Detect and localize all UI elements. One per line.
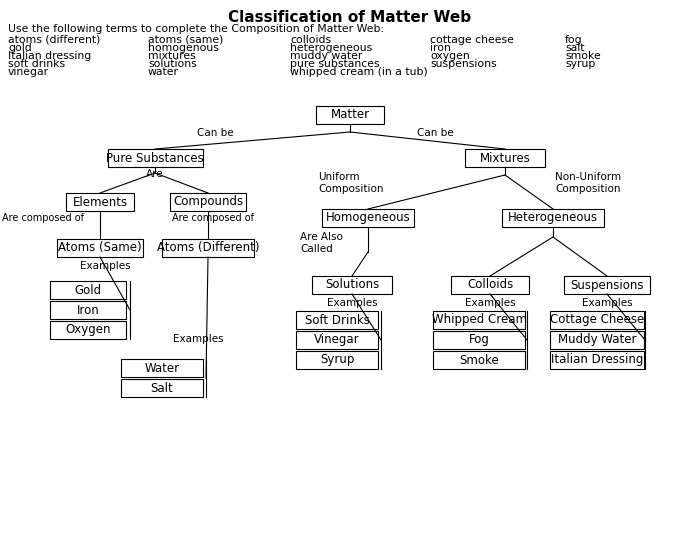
Text: Muddy Water: Muddy Water (558, 334, 636, 346)
FancyBboxPatch shape (550, 351, 644, 369)
Text: Homogeneous: Homogeneous (326, 211, 410, 224)
Text: syrup: syrup (565, 59, 596, 69)
Text: Vinegar: Vinegar (314, 334, 360, 346)
FancyBboxPatch shape (296, 331, 378, 349)
FancyBboxPatch shape (433, 311, 525, 329)
Text: iron: iron (430, 43, 451, 53)
FancyBboxPatch shape (451, 276, 529, 294)
FancyBboxPatch shape (121, 359, 203, 377)
Text: Colloids: Colloids (467, 279, 513, 292)
Text: Classification of Matter Web: Classification of Matter Web (228, 10, 472, 25)
Text: Are: Are (146, 169, 164, 179)
Text: muddy water: muddy water (290, 51, 363, 61)
Text: Fog: Fog (468, 334, 489, 346)
Text: Use the following terms to complete the Composition of Matter Web:: Use the following terms to complete the … (8, 24, 384, 34)
Text: salt: salt (565, 43, 584, 53)
Text: Cottage Cheese: Cottage Cheese (550, 314, 644, 327)
Text: heterogeneous: heterogeneous (290, 43, 372, 53)
FancyBboxPatch shape (433, 331, 525, 349)
FancyBboxPatch shape (121, 379, 203, 397)
Text: atoms (different): atoms (different) (8, 35, 100, 45)
Text: atoms (same): atoms (same) (148, 35, 223, 45)
Text: Solutions: Solutions (325, 279, 379, 292)
Text: homogenous: homogenous (148, 43, 219, 53)
Text: soft drinks: soft drinks (8, 59, 65, 69)
Text: solutions: solutions (148, 59, 197, 69)
FancyBboxPatch shape (50, 281, 126, 299)
Text: gold: gold (8, 43, 32, 53)
FancyBboxPatch shape (50, 301, 126, 319)
Text: Oxygen: Oxygen (65, 323, 111, 336)
Text: Examples: Examples (173, 334, 223, 344)
Text: pure substances: pure substances (290, 59, 379, 69)
FancyBboxPatch shape (550, 331, 644, 349)
Text: suspensions: suspensions (430, 59, 496, 69)
Text: oxygen: oxygen (430, 51, 470, 61)
FancyBboxPatch shape (296, 351, 378, 369)
Text: cottage cheese: cottage cheese (430, 35, 514, 45)
Text: Can be: Can be (197, 128, 233, 138)
Text: Italian Dressing: Italian Dressing (551, 353, 643, 366)
Text: Can be: Can be (416, 128, 454, 138)
Text: Pure Substances: Pure Substances (106, 152, 204, 165)
FancyBboxPatch shape (57, 239, 143, 257)
Text: Heterogeneous: Heterogeneous (508, 211, 598, 224)
FancyBboxPatch shape (316, 106, 384, 124)
Text: Are Also
Called: Are Also Called (300, 232, 343, 253)
Text: Are composed of: Are composed of (172, 213, 254, 223)
Text: smoke: smoke (565, 51, 601, 61)
FancyBboxPatch shape (108, 149, 202, 167)
Text: Iron: Iron (76, 303, 99, 316)
FancyBboxPatch shape (162, 239, 254, 257)
Text: Examples: Examples (80, 261, 130, 271)
Text: Are composed of: Are composed of (2, 213, 84, 223)
FancyBboxPatch shape (312, 276, 392, 294)
Text: Atoms (Different): Atoms (Different) (157, 242, 259, 254)
Text: fog: fog (565, 35, 582, 45)
Text: Uniform
Composition: Uniform Composition (318, 172, 384, 194)
Text: colloids: colloids (290, 35, 331, 45)
Text: mixtures: mixtures (148, 51, 196, 61)
FancyBboxPatch shape (465, 149, 545, 167)
FancyBboxPatch shape (50, 321, 126, 339)
Text: Examples: Examples (327, 298, 377, 308)
Text: Syrup: Syrup (320, 353, 354, 366)
Text: water: water (148, 67, 179, 77)
Text: whipped cream (in a tub): whipped cream (in a tub) (290, 67, 428, 77)
Text: Elements: Elements (72, 195, 127, 209)
Text: Whipped Cream: Whipped Cream (431, 314, 526, 327)
Text: Matter: Matter (330, 109, 370, 122)
FancyBboxPatch shape (296, 311, 378, 329)
Text: Water: Water (144, 362, 180, 374)
FancyBboxPatch shape (66, 193, 134, 211)
Text: Compounds: Compounds (173, 195, 243, 209)
Text: Italian dressing: Italian dressing (8, 51, 91, 61)
FancyBboxPatch shape (170, 193, 246, 211)
Text: vinegar: vinegar (8, 67, 49, 77)
FancyBboxPatch shape (433, 351, 525, 369)
Text: Examples: Examples (582, 298, 632, 308)
Text: Non-Uniform
Composition: Non-Uniform Composition (555, 172, 621, 194)
Text: Examples: Examples (465, 298, 515, 308)
Text: Salt: Salt (150, 381, 174, 394)
FancyBboxPatch shape (502, 209, 604, 227)
Text: Suspensions: Suspensions (570, 279, 644, 292)
Text: Soft Drinks: Soft Drinks (304, 314, 370, 327)
Text: Gold: Gold (74, 284, 102, 296)
Text: Smoke: Smoke (459, 353, 499, 366)
Text: Atoms (Same): Atoms (Same) (58, 242, 142, 254)
Text: Mixtures: Mixtures (480, 152, 531, 165)
FancyBboxPatch shape (322, 209, 414, 227)
FancyBboxPatch shape (550, 311, 644, 329)
FancyBboxPatch shape (564, 276, 650, 294)
